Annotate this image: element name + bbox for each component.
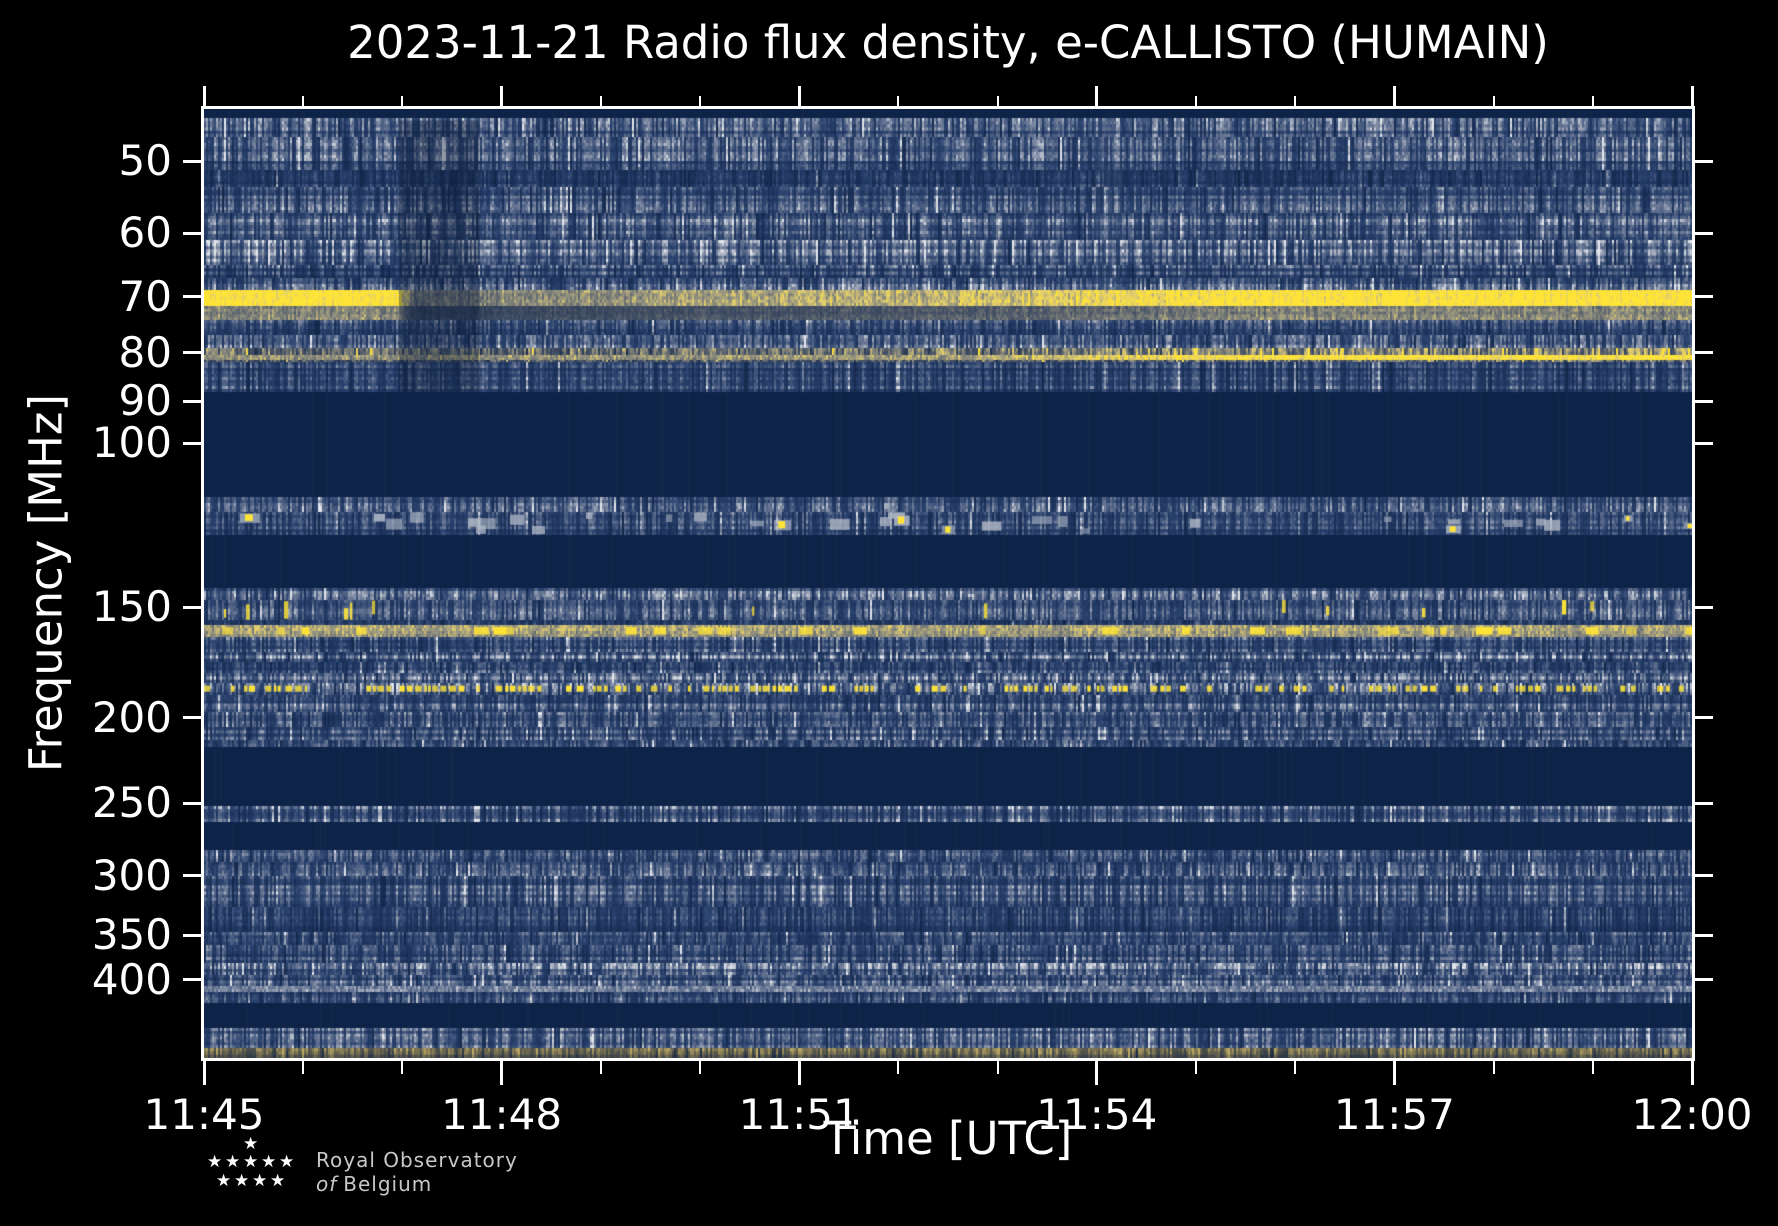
tick-mark <box>1392 86 1396 106</box>
tick-mark <box>797 86 801 106</box>
tick-mark <box>500 86 504 106</box>
tick-mark <box>183 295 201 299</box>
logo-text-line1: Royal Observatory <box>316 1148 518 1172</box>
tick-mark <box>996 96 999 106</box>
tick-mark <box>302 96 305 106</box>
tick-mark <box>183 801 201 805</box>
logo-star-icon: ★ <box>279 1152 295 1172</box>
tick-mark <box>1195 1061 1198 1074</box>
tick-mark <box>996 1061 999 1074</box>
tick-mark <box>183 159 201 163</box>
logo-star-icon: ★ <box>252 1171 268 1191</box>
x-tick-label: 11:51 <box>738 1090 860 1139</box>
tick-mark <box>183 441 201 445</box>
x-tick-label: 11:54 <box>1036 1090 1158 1139</box>
x-tick-label: 11:57 <box>1333 1090 1455 1139</box>
y-axis-label: Frequency [MHz] <box>19 393 73 773</box>
tick-mark <box>302 1061 305 1074</box>
tick-mark <box>1591 96 1594 106</box>
tick-mark <box>1690 86 1694 106</box>
tick-mark <box>1695 295 1713 299</box>
tick-mark <box>183 978 201 982</box>
tick-mark <box>1095 86 1099 106</box>
tick-mark <box>599 1061 602 1074</box>
tick-mark <box>183 399 201 403</box>
tick-mark <box>1695 716 1713 720</box>
plot-title: 2023-11-21 Radio flux density, e-CALLIST… <box>347 16 1549 69</box>
tick-mark <box>1695 351 1713 355</box>
logo-star-icon: ★ <box>261 1152 277 1172</box>
y-tick-label: 350 <box>91 910 172 959</box>
tick-mark <box>1695 874 1713 878</box>
tick-mark <box>1695 801 1713 805</box>
y-tick-label: 50 <box>118 136 172 185</box>
tick-mark <box>897 96 900 106</box>
tick-mark <box>1695 441 1713 445</box>
spectrogram-canvas <box>204 109 1692 1058</box>
tick-mark <box>202 1061 206 1085</box>
logo-text-belgium: Belgium <box>343 1172 433 1196</box>
tick-mark <box>401 1061 404 1074</box>
tick-mark <box>401 96 404 106</box>
tick-mark <box>1695 978 1713 982</box>
y-tick-label: 70 <box>118 271 172 321</box>
y-tick-label: 100 <box>91 418 172 468</box>
tick-mark <box>183 716 201 720</box>
y-tick-label: 80 <box>118 327 172 377</box>
y-tick-label: 250 <box>91 778 172 827</box>
tick-mark <box>1695 399 1713 403</box>
tick-mark <box>183 351 201 355</box>
x-tick-label: 11:48 <box>441 1090 563 1139</box>
tick-mark <box>183 874 201 878</box>
logo-star-icon: ★ <box>234 1171 250 1191</box>
tick-mark <box>183 933 201 937</box>
x-tick-label: 12:00 <box>1631 1090 1753 1139</box>
tick-mark <box>1492 1061 1495 1074</box>
logo-text-line2: of Belgium <box>316 1172 432 1196</box>
tick-mark <box>698 1061 701 1074</box>
tick-mark <box>1294 96 1297 106</box>
tick-mark <box>1695 231 1713 235</box>
tick-mark <box>698 96 701 106</box>
y-tick-label: 300 <box>91 850 172 900</box>
logo-star-icon: ★ <box>243 1152 259 1172</box>
logo-star-icon: ★ <box>216 1171 232 1191</box>
y-tick-label: 90 <box>118 376 172 425</box>
plot-area <box>201 106 1695 1061</box>
y-tick-label: 200 <box>91 692 172 742</box>
tick-mark <box>1392 1061 1396 1085</box>
tick-mark <box>897 1061 900 1074</box>
tick-mark <box>1294 1061 1297 1074</box>
tick-mark <box>1195 96 1198 106</box>
logo-star-icon: ★ <box>243 1134 259 1154</box>
tick-mark <box>1695 159 1713 163</box>
x-tick-label: 11:45 <box>143 1090 265 1139</box>
tick-mark <box>1095 1061 1099 1085</box>
tick-mark <box>599 96 602 106</box>
tick-mark <box>1695 933 1713 937</box>
logo-star-icon: ★ <box>225 1152 241 1172</box>
logo-star-icon: ★ <box>270 1171 286 1191</box>
tick-mark <box>202 86 206 106</box>
tick-mark <box>183 605 201 609</box>
logo-text-of: of <box>316 1172 338 1196</box>
tick-mark <box>1695 605 1713 609</box>
tick-mark <box>797 1061 801 1085</box>
tick-mark <box>183 231 201 235</box>
logo-star-icon: ★ <box>207 1152 223 1172</box>
y-tick-label: 60 <box>118 208 172 258</box>
tick-mark <box>1492 96 1495 106</box>
tick-mark <box>1690 1061 1694 1085</box>
tick-mark <box>500 1061 504 1085</box>
tick-mark <box>1591 1061 1594 1074</box>
x-axis-label: Time [UTC] <box>823 1112 1073 1165</box>
y-tick-label: 400 <box>91 954 172 1004</box>
y-tick-label: 150 <box>91 582 172 632</box>
